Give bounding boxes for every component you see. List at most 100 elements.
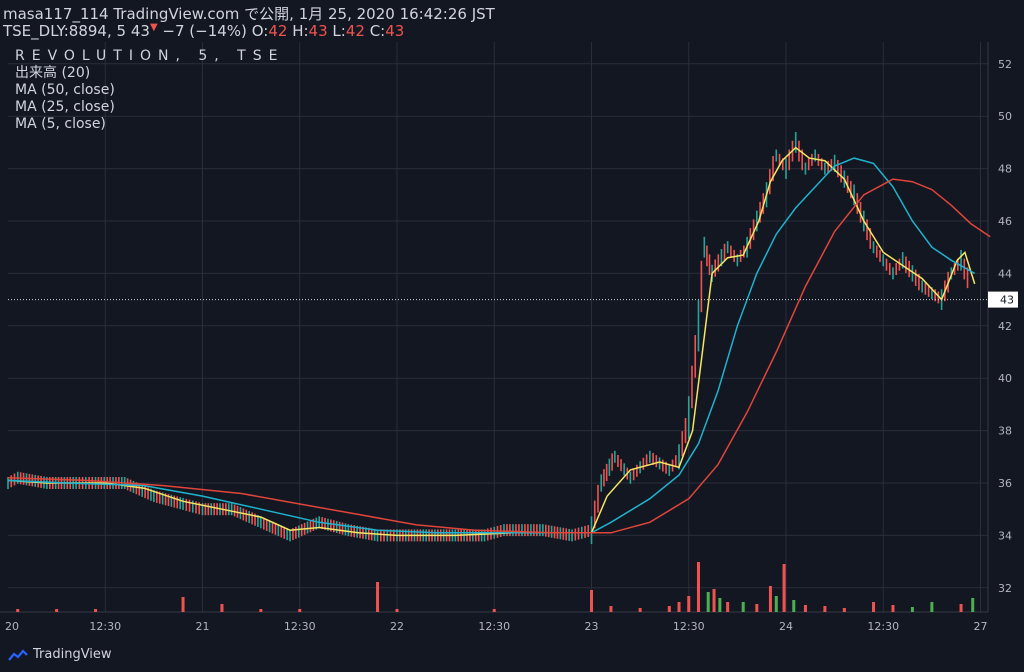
price-bar	[332, 520, 335, 533]
price-bar	[265, 518, 268, 531]
price-bar	[885, 258, 888, 271]
tradingview-logo-icon	[8, 648, 28, 661]
legend-volume[interactable]: 出来高 (20)	[15, 65, 91, 81]
price-bar	[477, 529, 480, 542]
price-bar	[681, 431, 684, 457]
price-bar	[248, 511, 250, 524]
price-bar	[756, 210, 758, 232]
price-bar	[720, 249, 723, 267]
price-bar	[652, 452, 654, 465]
price-bar	[141, 484, 144, 497]
ma-line	[7, 178, 991, 534]
price-bar	[474, 529, 477, 542]
price-bar	[306, 521, 309, 534]
price-bar	[283, 526, 285, 539]
volume-bar	[259, 609, 263, 612]
volume-bar	[792, 600, 796, 612]
price-bar	[195, 501, 197, 514]
low-value: 42	[345, 22, 365, 40]
volume-bar	[181, 597, 185, 612]
price-bar	[204, 503, 207, 516]
price-bar	[888, 263, 891, 276]
price-bar	[708, 254, 711, 276]
price-bar	[614, 450, 616, 463]
price-bar	[147, 487, 149, 500]
price-bar	[533, 524, 535, 537]
volume-bar	[298, 609, 302, 612]
legend-ma5[interactable]: MA (5, close)	[15, 116, 106, 132]
y-tick-label: 46	[998, 215, 1012, 228]
price-bar	[772, 156, 774, 182]
price-bar	[233, 504, 236, 517]
price-bar	[927, 284, 930, 297]
volume-bar	[16, 609, 20, 612]
ma-line	[7, 157, 976, 534]
price-bar	[736, 254, 739, 267]
price-bar	[324, 517, 326, 530]
legend-ma25[interactable]: MA (25, close)	[15, 99, 115, 115]
price-bar	[879, 249, 881, 262]
y-tick-label: 42	[998, 320, 1012, 333]
price-bar	[934, 289, 936, 302]
price-bar	[373, 528, 376, 541]
price-bar	[703, 236, 706, 258]
price-bar	[383, 529, 385, 542]
price-bar	[937, 291, 940, 304]
price-bar	[341, 522, 344, 535]
price-bar	[207, 503, 210, 516]
price-bar	[833, 154, 836, 172]
volume-bar	[667, 606, 671, 612]
price-bar	[227, 503, 230, 516]
price-bar	[480, 529, 483, 542]
price-bar	[691, 365, 693, 409]
price-bar	[245, 509, 248, 522]
price-bar	[775, 149, 778, 162]
price-bar	[629, 471, 632, 484]
price-bar	[850, 180, 852, 199]
price-bar	[866, 219, 868, 241]
price-bar	[697, 300, 700, 352]
price-bar	[593, 500, 596, 529]
price-bar	[872, 241, 875, 254]
price-bar	[515, 524, 517, 537]
price-bar	[645, 454, 648, 467]
price-bar	[662, 459, 664, 472]
price-bar	[869, 228, 872, 249]
price-bar	[918, 273, 920, 291]
price-bar	[506, 524, 508, 537]
legend-ma50[interactable]: MA (50, close)	[15, 82, 115, 98]
price-bar	[315, 517, 318, 530]
price-bar	[649, 450, 651, 463]
volume-bar	[842, 608, 846, 612]
price-bar	[335, 521, 338, 534]
price-bar	[216, 503, 218, 516]
volume-bar	[677, 602, 681, 612]
high-value: 43	[308, 22, 328, 40]
price-bar	[300, 524, 303, 537]
price-bar	[25, 473, 28, 486]
price-bar	[13, 473, 16, 486]
volume-bar	[741, 602, 745, 612]
price-bar	[668, 463, 671, 476]
price-bar	[496, 525, 499, 538]
price-bar	[687, 396, 690, 439]
tradingview-footer[interactable]: TradingView	[8, 647, 112, 662]
price-bar	[344, 523, 347, 536]
price-bar	[271, 521, 274, 534]
price-bar	[759, 201, 761, 223]
last-price-label: 43	[1000, 294, 1014, 307]
price-bar	[274, 522, 277, 535]
price-bar	[512, 524, 514, 537]
volume-bar	[696, 562, 700, 612]
price-bar	[608, 458, 611, 476]
open-value: 42	[268, 22, 288, 40]
price-bar	[150, 488, 152, 501]
price-bar	[153, 490, 155, 503]
price-bar	[179, 497, 181, 510]
price-bar	[198, 502, 201, 515]
price-bar	[875, 245, 878, 258]
price-bar	[356, 525, 358, 538]
price-bar	[295, 526, 297, 539]
price-bar	[642, 457, 645, 470]
